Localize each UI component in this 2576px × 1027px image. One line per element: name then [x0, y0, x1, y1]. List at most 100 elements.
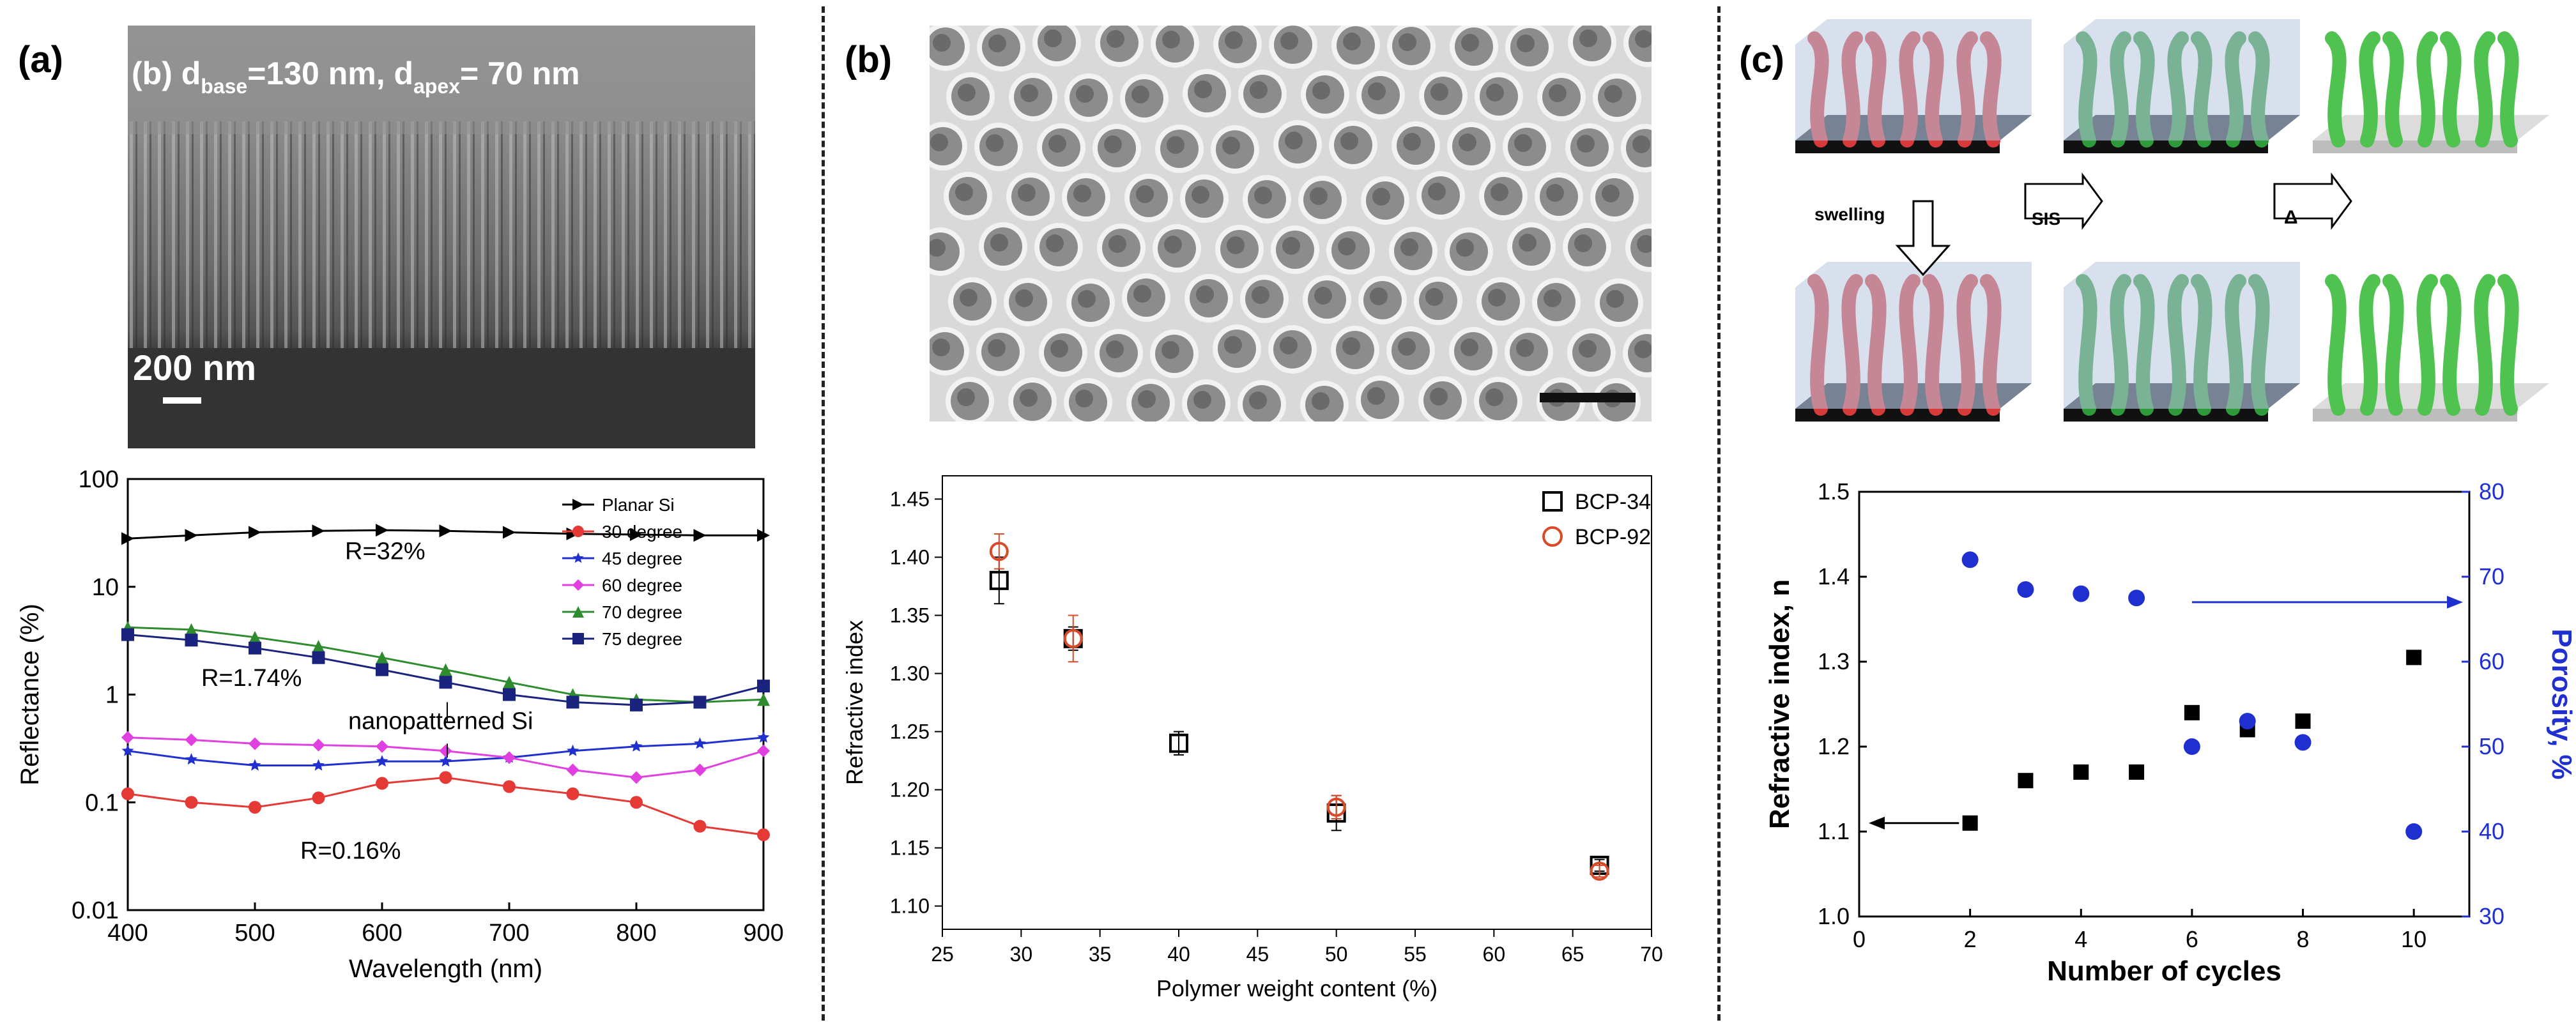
data-point [312, 738, 325, 752]
pore-shadow [1167, 136, 1184, 154]
x-tick-label: 30 [1010, 943, 1033, 966]
pore-shadow [1194, 80, 1212, 98]
data-point [630, 698, 643, 711]
y-tick-label: 1.4 [1818, 563, 1850, 590]
data-point [376, 777, 388, 790]
pore-shadow [1136, 185, 1154, 203]
pore-shadow [1338, 238, 1356, 255]
pore-shadow [1285, 132, 1303, 149]
data-point [1962, 815, 1978, 831]
pore-shadow [1602, 185, 1620, 202]
x-tick-label: 2 [1964, 926, 1977, 952]
polymer-strand [2325, 31, 2347, 148]
polymer-strand [2325, 274, 2347, 416]
pore-shadow [957, 388, 975, 406]
pore-shadow [1486, 84, 1504, 102]
pore-shadow [1549, 84, 1567, 102]
data-point [1063, 628, 1083, 648]
pore-shadow [1131, 86, 1149, 103]
pore-shadow [1192, 186, 1209, 204]
pore-shadow [1193, 391, 1211, 409]
pore-shadow [1162, 341, 1179, 359]
pore-shadow [1050, 340, 1068, 358]
data-point [312, 651, 325, 664]
x-tick-label: 55 [1404, 943, 1427, 966]
pore-shadow [1252, 286, 1269, 304]
data-point [121, 628, 134, 641]
x-axis-label: Polymer weight content (%) [1156, 975, 1438, 1001]
pore-shadow [990, 234, 1008, 252]
pore-shadow [1015, 289, 1033, 307]
pore-shadow [1227, 236, 1245, 254]
x-tick-label: 40 [1167, 943, 1190, 966]
polymer-strand [2474, 31, 2496, 148]
y-axis-label: Refractive index, n [1764, 579, 1795, 829]
x-axis-label: Number of cycles [2047, 955, 2281, 987]
x-tick-label: 6 [2186, 926, 2198, 952]
y-tick-label: 1.45 [890, 487, 930, 510]
data-point [630, 796, 643, 809]
data-point [2405, 823, 2423, 840]
sem-image-nanopillars: (b) dbase=130 nm, dapex= 70 nm 200 nm [128, 26, 755, 448]
legend-marker [572, 633, 584, 644]
pore-shadow [1343, 33, 1361, 50]
panel-label-c: (c) [1739, 39, 1784, 80]
pore-shadow [1400, 238, 1418, 256]
y2-tick-label: 60 [2479, 648, 2504, 674]
y-tick-label: 1.40 [890, 545, 930, 568]
data-point [757, 731, 770, 743]
data-point [757, 680, 770, 693]
data-point [185, 623, 198, 636]
data-point [2073, 764, 2089, 780]
y-tick-label: 1.3 [1818, 648, 1850, 674]
pore-shadow [1574, 234, 1592, 252]
data-point [121, 744, 134, 756]
x-tick-label: 400 [107, 920, 148, 947]
pore-shadow [1280, 32, 1298, 50]
label-swelling: swelling [1814, 204, 1885, 224]
matrix-volume [2064, 262, 2300, 409]
pore-shadow [1485, 388, 1503, 406]
axis-indicator-arrowhead-left [1869, 816, 1885, 830]
pore-shadow [1430, 83, 1448, 101]
y-tick-label: 1.5 [1818, 478, 1850, 505]
y2-tick-label: 40 [2479, 818, 2504, 844]
data-point [376, 755, 388, 767]
x-tick-label: 700 [489, 920, 529, 947]
data-point [567, 744, 579, 756]
pore-shadow [1430, 388, 1448, 406]
pore-shadow [1280, 337, 1298, 354]
pore-shadow [1164, 236, 1182, 254]
series-porosity [1961, 551, 2423, 840]
data-point [440, 755, 452, 767]
matrix-volume [1795, 19, 2032, 141]
y2-axis-label: Porosity, % [2546, 628, 2575, 779]
legend-marker [572, 526, 584, 537]
polymer-strand [2416, 274, 2438, 416]
y-tick-label: 1.0 [1818, 903, 1850, 929]
scale-bar-label: 200 nm [133, 347, 256, 388]
x-tick-label: 10 [2401, 926, 2426, 952]
polymer-strand [2497, 274, 2519, 416]
data-point [693, 529, 707, 542]
data-point [185, 753, 197, 765]
pore-shadow [1460, 339, 1478, 356]
legend-label: 60 degree [602, 575, 682, 595]
sis-arrow [2024, 172, 2103, 230]
data-point [503, 526, 516, 539]
x-tick-label: 4 [2074, 926, 2087, 952]
data-point [185, 733, 198, 747]
legend-label: 70 degree [602, 602, 682, 622]
legend-label: BCP-34 [1575, 490, 1651, 514]
pore-shadow [1546, 184, 1564, 202]
series-75-degree [121, 628, 770, 711]
y-tick-label: 100 [79, 466, 119, 493]
swelling-arrow [1895, 200, 1951, 277]
plot-frame [126, 478, 765, 911]
pore-shadow [1491, 183, 1508, 201]
pore-shadow [1106, 340, 1124, 358]
legend-label: 75 degree [602, 629, 682, 649]
x-tick-label: 60 [1483, 943, 1506, 966]
series-60-degree [121, 731, 770, 784]
data-point [2018, 773, 2034, 789]
